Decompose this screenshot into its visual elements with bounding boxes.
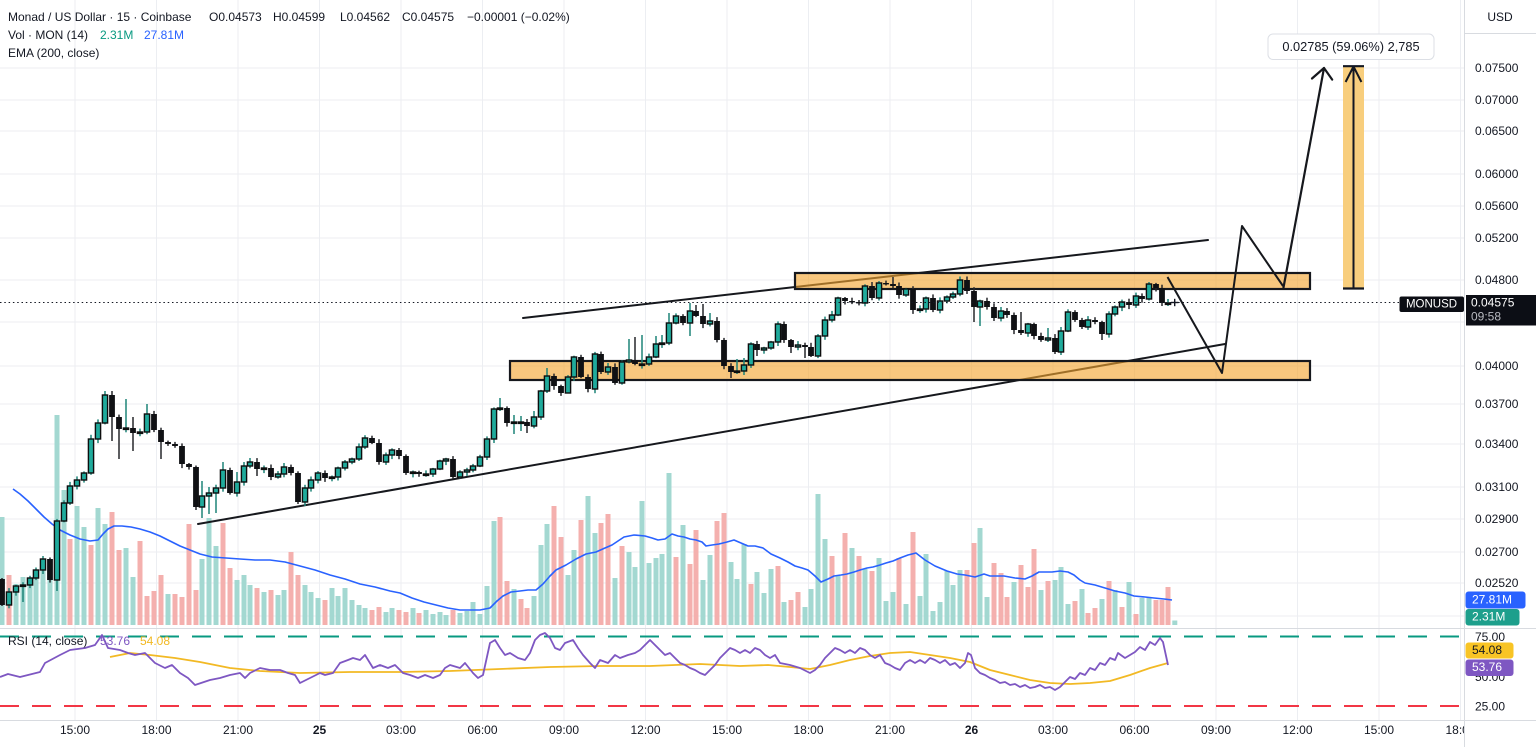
svg-text:USD: USD bbox=[1487, 10, 1513, 24]
svg-text:0.02900: 0.02900 bbox=[1475, 512, 1519, 526]
svg-text:0.06000: 0.06000 bbox=[1475, 167, 1519, 181]
svg-text:0.07000: 0.07000 bbox=[1475, 93, 1519, 107]
svg-text:0.03100: 0.03100 bbox=[1475, 480, 1519, 494]
svg-text:0.02700: 0.02700 bbox=[1475, 545, 1519, 559]
svg-text:09:58: 09:58 bbox=[1471, 310, 1501, 324]
svg-text:09:00: 09:00 bbox=[1201, 723, 1231, 737]
svg-text:0.04575: 0.04575 bbox=[1471, 296, 1515, 310]
svg-text:C0.04575: C0.04575 bbox=[402, 10, 454, 24]
svg-text:21:00: 21:00 bbox=[875, 723, 905, 737]
svg-text:09:00: 09:00 bbox=[549, 723, 579, 737]
svg-text:12:00: 12:00 bbox=[1282, 723, 1312, 737]
svg-text:15:00: 15:00 bbox=[1364, 723, 1394, 737]
svg-text:15:00: 15:00 bbox=[712, 723, 742, 737]
svg-text:0.04000: 0.04000 bbox=[1475, 359, 1519, 373]
svg-text:0.02785 (59.06%) 2,785: 0.02785 (59.06%) 2,785 bbox=[1282, 39, 1419, 54]
svg-text:53.76: 53.76 bbox=[100, 634, 130, 648]
svg-text:15:00: 15:00 bbox=[60, 723, 90, 737]
svg-text:−0.00001 (−0.02%): −0.00001 (−0.02%) bbox=[467, 10, 570, 24]
svg-text:MONUSD: MONUSD bbox=[1406, 299, 1457, 311]
svg-text:54.08: 54.08 bbox=[140, 634, 170, 648]
svg-text:0.03400: 0.03400 bbox=[1475, 437, 1519, 451]
svg-text:18:00: 18:00 bbox=[141, 723, 171, 737]
svg-text:O0.04573: O0.04573 bbox=[209, 10, 262, 24]
svg-text:Vol · MON (14): Vol · MON (14) bbox=[8, 28, 88, 42]
svg-text:EMA (200, close): EMA (200, close) bbox=[8, 46, 99, 60]
svg-text:0.07500: 0.07500 bbox=[1475, 61, 1519, 75]
svg-text:0.03700: 0.03700 bbox=[1475, 397, 1519, 411]
svg-text:26: 26 bbox=[965, 723, 979, 737]
svg-text:54.08: 54.08 bbox=[1472, 643, 1502, 657]
svg-text:0.06500: 0.06500 bbox=[1475, 124, 1519, 138]
svg-text:L0.04562: L0.04562 bbox=[340, 10, 390, 24]
svg-text:25: 25 bbox=[313, 723, 327, 737]
svg-text:03:00: 03:00 bbox=[386, 723, 416, 737]
svg-text:27.81M: 27.81M bbox=[1472, 593, 1512, 607]
svg-text:0.05200: 0.05200 bbox=[1475, 231, 1519, 245]
svg-text:25.00: 25.00 bbox=[1475, 700, 1505, 714]
svg-text:06:00: 06:00 bbox=[1119, 723, 1149, 737]
svg-text:RSI (14, close): RSI (14, close) bbox=[8, 634, 87, 648]
svg-text:0.05600: 0.05600 bbox=[1475, 199, 1519, 213]
svg-text:53.76: 53.76 bbox=[1472, 660, 1502, 674]
svg-text:18:00: 18:00 bbox=[793, 723, 823, 737]
svg-text:0.02520: 0.02520 bbox=[1475, 576, 1519, 590]
svg-text:75.00: 75.00 bbox=[1475, 630, 1505, 644]
svg-text:0.04800: 0.04800 bbox=[1475, 273, 1519, 287]
svg-text:27.81M: 27.81M bbox=[144, 28, 184, 42]
svg-text:06:00: 06:00 bbox=[467, 723, 497, 737]
svg-text:2.31M: 2.31M bbox=[100, 28, 133, 42]
svg-text:03:00: 03:00 bbox=[1038, 723, 1068, 737]
svg-text:12:00: 12:00 bbox=[630, 723, 660, 737]
svg-text:Monad / US Dollar · 15 · Coinb: Monad / US Dollar · 15 · Coinbase bbox=[8, 10, 192, 24]
svg-text:21:00: 21:00 bbox=[223, 723, 253, 737]
svg-text:2.31M: 2.31M bbox=[1472, 610, 1505, 624]
svg-text:H0.04599: H0.04599 bbox=[273, 10, 325, 24]
svg-text:18:00: 18:00 bbox=[1445, 723, 1475, 737]
